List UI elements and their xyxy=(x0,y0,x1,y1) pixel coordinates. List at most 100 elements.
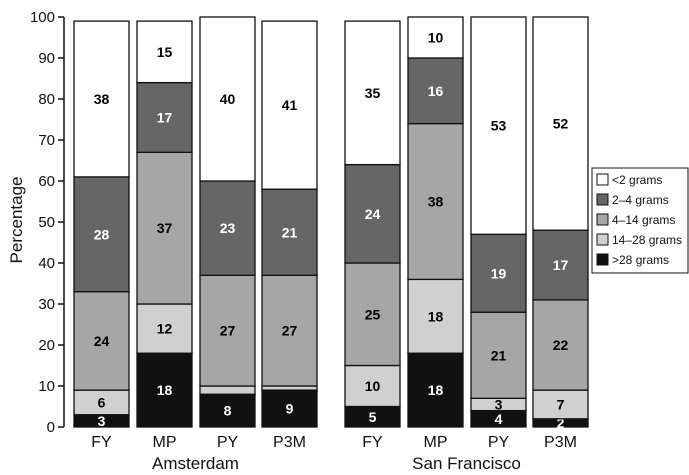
data-label: 18 xyxy=(428,308,444,324)
x-group-label: San Francisco xyxy=(412,454,521,473)
data-label: 7 xyxy=(557,396,565,412)
bar-segment xyxy=(261,389,318,428)
data-label: 4 xyxy=(495,411,503,427)
data-label: 18 xyxy=(428,382,444,398)
bar-segment xyxy=(73,291,130,391)
bar-segment xyxy=(199,393,256,428)
x-group-label: Amsterdam xyxy=(152,454,239,473)
bar-san-francisco-mp: 18 18 38 16 10 xyxy=(407,16,464,428)
y-tick-label: 80 xyxy=(38,91,55,108)
data-label: 17 xyxy=(553,257,569,273)
x-category-label: P3M xyxy=(544,434,577,451)
bar-segment xyxy=(344,262,401,367)
bar-segment xyxy=(470,16,527,235)
bars: 3624283818123717158227234091272141510252… xyxy=(73,16,589,431)
data-label: 22 xyxy=(553,337,569,353)
data-label: 23 xyxy=(220,220,236,236)
data-label: 35 xyxy=(365,85,381,101)
bar-segment xyxy=(136,20,193,84)
legend-label: <2 grams xyxy=(612,173,662,187)
bar-amsterdam-py: 82272340 xyxy=(199,16,256,428)
y-tick-label: 50 xyxy=(38,214,55,231)
bar-segment xyxy=(532,299,589,391)
x-category-label: FY xyxy=(91,434,112,451)
data-label: 53 xyxy=(491,118,507,134)
legend-swatch xyxy=(596,213,609,226)
data-label: 38 xyxy=(94,91,110,107)
bar-segment xyxy=(407,352,464,428)
data-label: 19 xyxy=(491,265,507,281)
data-label: 10 xyxy=(365,378,381,394)
data-label: 40 xyxy=(220,91,236,107)
bar-segment xyxy=(407,57,464,125)
data-label: 21 xyxy=(491,347,507,363)
bar-segment xyxy=(532,16,589,231)
data-label: 18 xyxy=(157,382,173,398)
data-label: 2 xyxy=(557,415,565,431)
bar-segment xyxy=(199,180,256,276)
legend-label: 2–4 grams xyxy=(612,193,669,207)
bar-segment xyxy=(407,122,464,281)
y-tick-label: 90 xyxy=(38,50,55,67)
bar-san-francisco-fy: 5 10 25 24 35 xyxy=(344,20,401,428)
bar-segment xyxy=(199,274,256,387)
y-tick-label: 40 xyxy=(38,255,55,272)
data-label: 9 xyxy=(286,401,294,417)
data-label: 10 xyxy=(428,30,444,46)
bar-segment xyxy=(73,176,130,293)
data-label: 5 xyxy=(369,409,377,425)
legend-label: 14–28 grams xyxy=(612,233,682,247)
x-category-label: PY xyxy=(217,434,239,451)
bar-amsterdam-mp: 18 12 37 17 15 xyxy=(136,20,193,428)
bar-segment xyxy=(407,16,464,59)
x-category-label: MP xyxy=(424,434,448,451)
data-label: 41 xyxy=(282,97,298,113)
legend-swatch xyxy=(596,193,609,206)
data-label: 25 xyxy=(365,306,381,322)
data-label: 3 xyxy=(495,396,503,412)
data-label: 28 xyxy=(94,226,110,242)
bar-segment xyxy=(73,389,130,416)
y-tick-label: 60 xyxy=(38,173,55,190)
x-category-label: FY xyxy=(362,434,383,451)
y-axis-title: Percentage xyxy=(7,177,26,264)
y-tick-label: 100 xyxy=(30,9,55,26)
data-label: 15 xyxy=(157,44,173,60)
data-label: 12 xyxy=(157,321,173,337)
legend-item: <2 grams xyxy=(596,173,662,187)
data-label: 6 xyxy=(98,394,106,410)
bar-segment xyxy=(344,20,401,166)
bar-segment xyxy=(407,278,464,354)
data-label: 3 xyxy=(98,413,106,429)
bar-segment xyxy=(73,20,130,178)
y-tick-label: 70 xyxy=(38,132,55,149)
data-label: 37 xyxy=(157,220,173,236)
bar-segment xyxy=(532,229,589,301)
legend-label: >28 grams xyxy=(612,253,669,267)
category-labels: FY MP PY P3M Amsterdam FY MP PY P3M San Francisco xyxy=(91,434,577,473)
y-tick-label: 0 xyxy=(47,419,55,436)
legend: <2 grams 2–4 grams 4–14 grams 14–28 grams >2… xyxy=(591,167,689,274)
y-axis: 0 10 20 30 40 50 60 70 80 90 100 xyxy=(30,9,65,436)
y-tick-label: 30 xyxy=(38,296,55,313)
x-category-label: MP xyxy=(153,434,177,451)
y-tick-label: 10 xyxy=(38,378,55,395)
legend-swatch xyxy=(596,233,609,246)
data-label: 27 xyxy=(282,323,298,339)
data-label: 21 xyxy=(282,224,298,240)
bar-segment xyxy=(344,163,401,264)
data-label: 17 xyxy=(157,109,173,125)
data-label: 24 xyxy=(94,333,110,349)
x-category-label: P3M xyxy=(273,434,306,451)
bar-segment xyxy=(261,188,318,276)
legend-item: 14–28 grams xyxy=(596,233,682,247)
bar-san-francisco-py: 43 21 19 53 xyxy=(470,16,527,428)
data-label: 38 xyxy=(428,194,444,210)
bar-segment xyxy=(136,151,193,305)
data-label: 16 xyxy=(428,83,444,99)
bar-segment xyxy=(199,385,256,395)
legend-item: 4–14 grams xyxy=(596,213,675,227)
legend-item: >28 grams xyxy=(596,253,669,267)
